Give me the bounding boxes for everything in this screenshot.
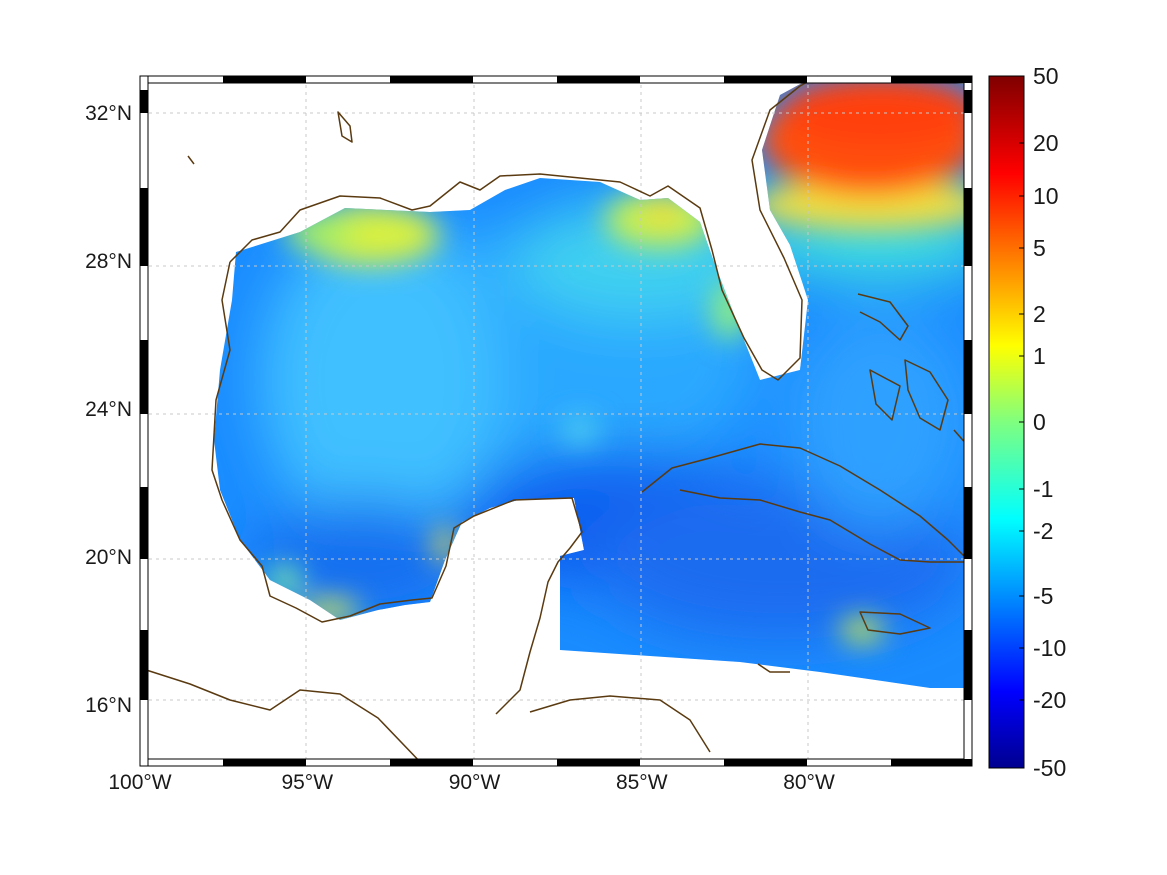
colorbar-tick-label: -1	[1033, 476, 1053, 502]
colorbar-gradient	[988, 75, 1025, 769]
y-tick-label: 24°N	[85, 398, 132, 421]
y-tick-label: 28°N	[85, 250, 132, 273]
x-tick-label: 100°W	[108, 771, 171, 794]
x-tick-label: 90°W	[449, 771, 501, 794]
colorbar-tick-label: 5	[1033, 235, 1046, 261]
map-frame	[139, 75, 973, 767]
colorbar-tick-label: 2	[1033, 301, 1046, 327]
y-tick-label: 16°N	[85, 694, 132, 717]
colorbar-tick-label: 1	[1033, 343, 1046, 369]
y-tick-label: 20°N	[85, 546, 132, 569]
colorbar-tick-label: -20	[1033, 687, 1066, 713]
y-tick-label: 32°N	[85, 102, 132, 125]
colorbar-tick-label: -5	[1033, 583, 1053, 609]
x-tick-label: 85°W	[616, 771, 668, 794]
colorbar-tick-label: -2	[1033, 518, 1053, 544]
y-axis-ticks: 32°N 28°N 24°N 20°N 16°N	[85, 102, 132, 717]
colorbar-tick-label: 0	[1033, 409, 1046, 435]
x-axis-ticks: 100°W 95°W 90°W 85°W 80°W	[108, 771, 835, 794]
colorbar-tick-label: -10	[1033, 635, 1066, 661]
coastlines	[139, 75, 971, 767]
colorbar-tick-label: 10	[1033, 183, 1059, 209]
colorbar-tick-label: -50	[1033, 755, 1066, 781]
colorbar-tick-label: 20	[1033, 130, 1059, 156]
x-tick-label: 95°W	[281, 771, 333, 794]
data-field	[214, 76, 965, 688]
colorbar-tick-label: 50	[1033, 63, 1059, 89]
x-tick-label: 80°W	[783, 771, 835, 794]
